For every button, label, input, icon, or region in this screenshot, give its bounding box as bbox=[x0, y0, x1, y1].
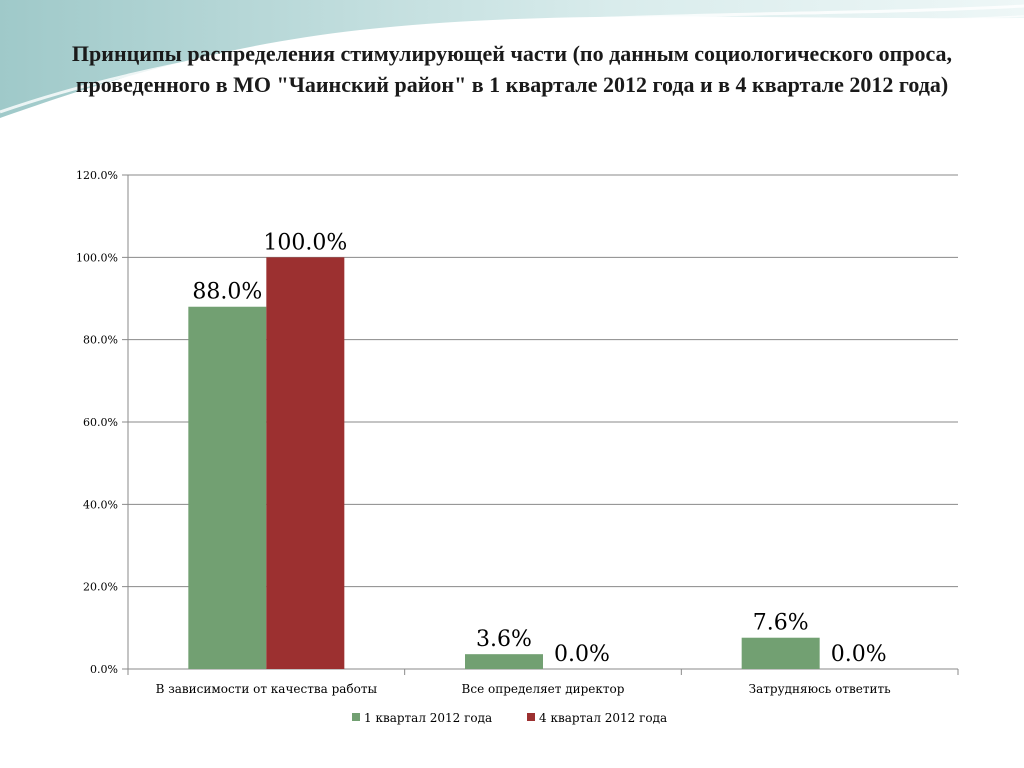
legend-swatch bbox=[527, 713, 535, 721]
decorative-wave-background bbox=[0, 0, 1024, 125]
y-tick-label: 0.0% bbox=[90, 663, 118, 676]
chart-title: Принципы распределения стимулирующей час… bbox=[71, 41, 953, 97]
axes: 0.0% 20.0% 40.0% 60.0% 80.0% 100.0% 120.0% В за… bbox=[76, 169, 959, 696]
y-tick-label: 120.0% bbox=[76, 169, 118, 182]
data-label: 7.6% bbox=[753, 611, 809, 636]
bars bbox=[188, 257, 820, 669]
category-label: В зависимости от качества работы bbox=[156, 682, 378, 696]
bar-1-3 bbox=[741, 637, 820, 669]
data-label: 3.6% bbox=[476, 627, 532, 652]
legend-entry: 1 квартал 2012 года bbox=[364, 711, 492, 725]
data-label: 0.0% bbox=[831, 642, 887, 667]
y-tick-label: 80.0% bbox=[83, 334, 118, 347]
data-label: 100.0% bbox=[263, 230, 347, 255]
y-tick-label: 60.0% bbox=[83, 416, 118, 429]
bar-1-1 bbox=[188, 306, 267, 669]
y-tick-label: 20.0% bbox=[83, 581, 118, 594]
data-label: 0.0% bbox=[554, 642, 610, 667]
y-tick-label: 40.0% bbox=[83, 498, 118, 511]
legend: 1 квартал 2012 года 4 квартал 2012 года bbox=[352, 711, 667, 725]
category-label: Затрудняюсь ответить bbox=[749, 682, 891, 696]
legend-entry: 4 квартал 2012 года bbox=[539, 711, 667, 725]
legend-swatch bbox=[352, 713, 360, 721]
category-label: Все определяет директор bbox=[462, 682, 625, 696]
data-labels: 88.0%100.0% 3.6% 0.0% 7.6% 0.0% bbox=[192, 230, 886, 667]
y-tick-label: 100.0% bbox=[76, 251, 118, 264]
data-label: 88.0% bbox=[192, 280, 262, 305]
bar-2-1 bbox=[266, 257, 345, 669]
bar-1-2 bbox=[465, 654, 543, 669]
